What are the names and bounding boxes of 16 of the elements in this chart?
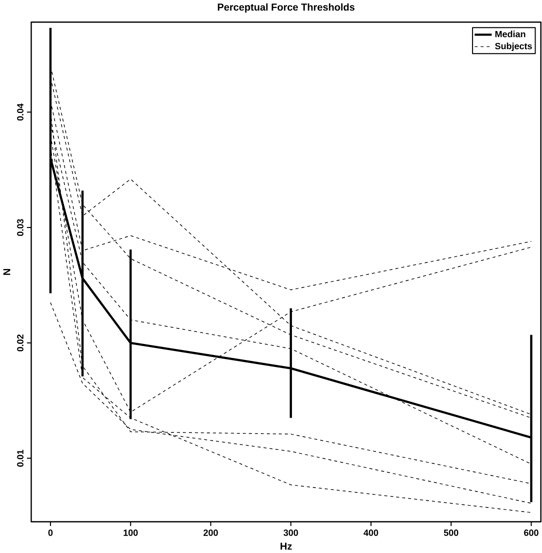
legend-label: Median: [495, 30, 526, 38]
x-tick-label: 300: [284, 530, 298, 536]
y-tick-label: 0.01: [17, 450, 24, 467]
y-axis-title: N: [3, 269, 10, 275]
x-tick-label: 500: [444, 530, 458, 536]
y-tick-label: 0.03: [17, 219, 24, 236]
legend-label: Subjects: [495, 42, 532, 52]
chart-title: Perceptual Force Thresholds: [218, 3, 354, 13]
y-tick-label: 0.04: [17, 103, 24, 121]
x-axis-title: Hz: [280, 542, 292, 550]
x-tick-label: 0: [48, 530, 53, 536]
x-tick-label: 600: [524, 530, 538, 536]
x-tick-label: 400: [364, 530, 378, 536]
x-tick-label: 100: [124, 530, 138, 536]
x-tick-label: 200: [204, 530, 218, 536]
y-tick-label: 0.02: [17, 334, 24, 352]
